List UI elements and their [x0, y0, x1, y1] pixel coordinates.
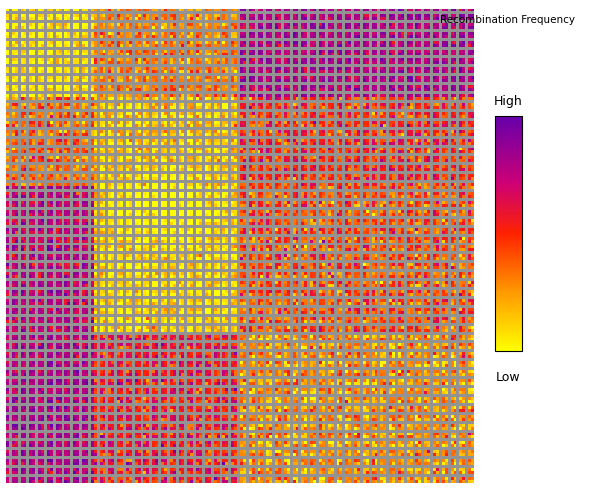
Text: Low: Low: [496, 370, 521, 383]
Text: Recombination Frequency: Recombination Frequency: [439, 15, 575, 24]
Text: High: High: [494, 95, 523, 108]
